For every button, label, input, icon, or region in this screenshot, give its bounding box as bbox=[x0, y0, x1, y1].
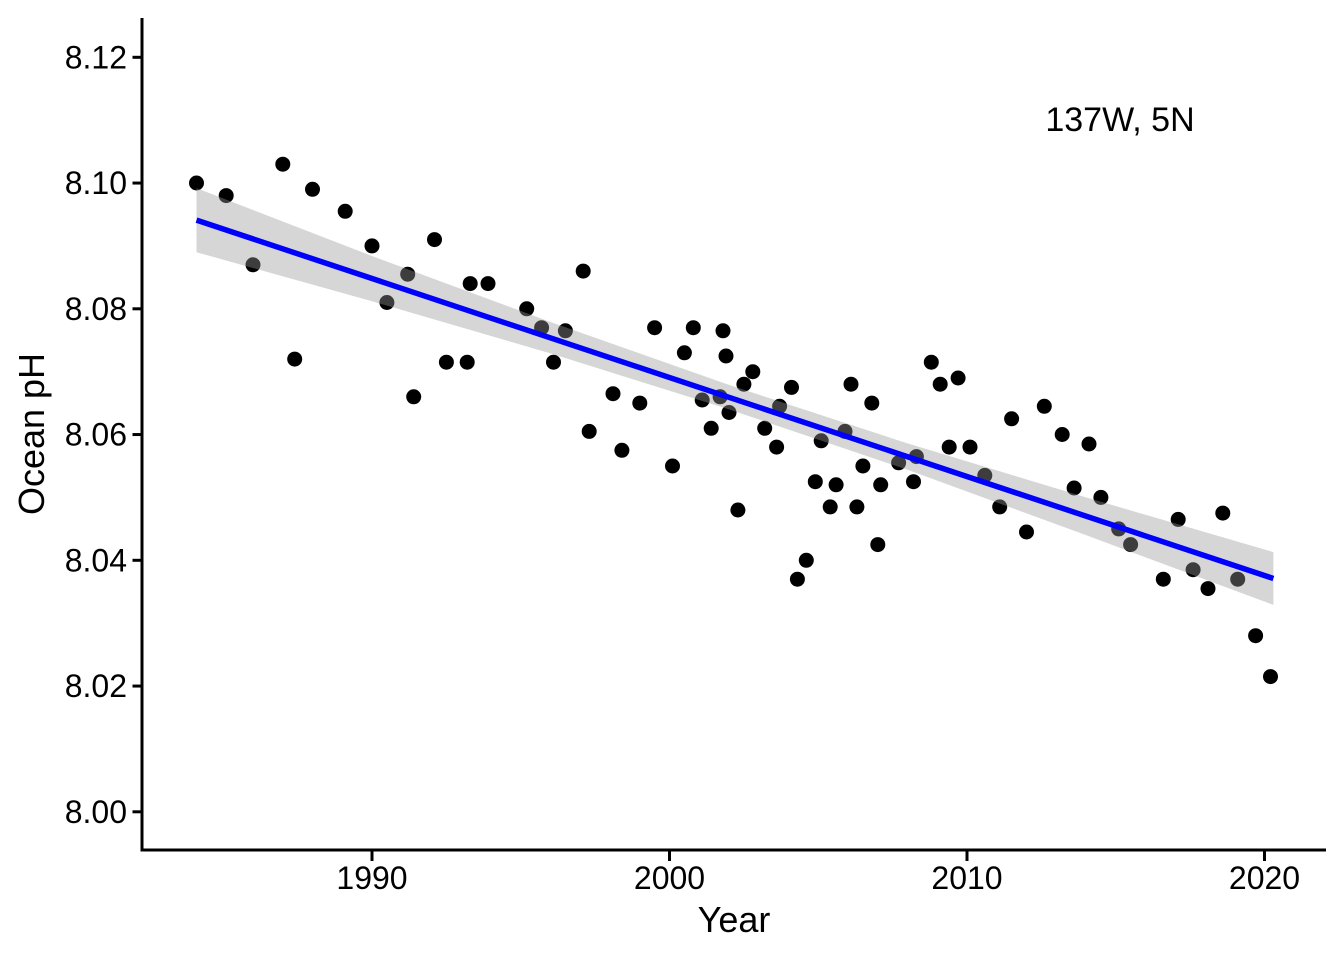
x-tick-label: 1990 bbox=[336, 860, 407, 896]
data-point bbox=[305, 181, 320, 197]
y-tick-label: 8.08 bbox=[65, 291, 127, 327]
data-point bbox=[189, 175, 204, 191]
data-point bbox=[1263, 669, 1278, 685]
data-point bbox=[1081, 436, 1097, 452]
y-tick-label: 8.00 bbox=[65, 794, 127, 830]
data-point bbox=[480, 276, 496, 292]
data-point bbox=[364, 238, 380, 254]
data-point bbox=[784, 379, 799, 395]
data-point bbox=[1036, 398, 1052, 414]
data-point bbox=[1185, 562, 1201, 578]
y-tick-label: 8.12 bbox=[65, 39, 127, 75]
data-point bbox=[1230, 571, 1246, 587]
x-tick-label: 2020 bbox=[1229, 860, 1300, 896]
data-point bbox=[932, 376, 948, 392]
y-axis-title: Ocean pH bbox=[11, 353, 52, 515]
data-point bbox=[1155, 571, 1171, 587]
y-tick-label: 8.10 bbox=[65, 165, 127, 201]
data-point bbox=[950, 370, 966, 386]
data-point bbox=[557, 323, 573, 339]
data-point bbox=[581, 423, 597, 439]
data-point bbox=[275, 156, 291, 172]
data-point bbox=[647, 320, 663, 336]
x-tick-label: 2000 bbox=[634, 860, 705, 896]
data-point bbox=[730, 502, 746, 518]
data-point bbox=[287, 351, 303, 367]
data-point bbox=[822, 499, 838, 515]
data-point bbox=[789, 571, 805, 587]
data-point bbox=[427, 232, 442, 248]
data-point bbox=[703, 420, 719, 436]
data-point bbox=[605, 386, 621, 402]
data-point bbox=[406, 389, 422, 405]
station-annotation: 137W, 5N bbox=[1045, 101, 1194, 139]
data-point bbox=[891, 455, 907, 471]
data-point bbox=[1248, 628, 1264, 644]
data-point bbox=[941, 439, 957, 455]
data-point bbox=[757, 420, 773, 436]
data-point bbox=[459, 354, 475, 370]
data-point bbox=[1054, 427, 1070, 442]
data-point bbox=[715, 323, 731, 339]
trend-line bbox=[195, 217, 1275, 582]
data-point bbox=[906, 474, 921, 490]
data-point bbox=[379, 295, 395, 310]
y-tick-label: 8.06 bbox=[65, 417, 127, 453]
y-tick-label: 8.02 bbox=[65, 668, 127, 704]
data-point bbox=[519, 301, 535, 317]
data-point bbox=[923, 354, 939, 370]
data-point bbox=[400, 266, 416, 282]
data-point bbox=[1200, 581, 1216, 597]
x-axis-ticks: 1990 2000 2010 2020 bbox=[336, 851, 1300, 896]
data-point bbox=[807, 474, 823, 490]
x-axis: 1990 2000 2010 2020 bbox=[140, 848, 1326, 896]
data-point bbox=[438, 354, 454, 370]
data-point bbox=[546, 354, 561, 370]
data-point bbox=[575, 263, 591, 279]
data-point bbox=[694, 392, 710, 408]
data-point bbox=[1019, 524, 1034, 540]
data-point bbox=[1215, 505, 1231, 521]
y-axis: 8.12 8.10 8.08 8.06 8.04 8.02 8.00 bbox=[65, 18, 144, 852]
data-point bbox=[218, 188, 234, 204]
x-tick-label: 2010 bbox=[931, 860, 1002, 896]
data-point bbox=[873, 477, 889, 493]
data-point bbox=[736, 376, 752, 392]
scatter-points-layer bbox=[189, 156, 1278, 685]
data-point bbox=[721, 405, 737, 420]
data-point bbox=[992, 499, 1008, 515]
data-point bbox=[843, 376, 859, 392]
data-point bbox=[813, 433, 829, 449]
data-point bbox=[685, 320, 701, 336]
data-point bbox=[462, 276, 478, 292]
y-axis-ticks: 8.12 8.10 8.08 8.06 8.04 8.02 8.00 bbox=[65, 39, 142, 830]
data-point bbox=[245, 257, 261, 273]
data-point bbox=[614, 442, 630, 458]
data-point bbox=[828, 477, 844, 493]
data-point bbox=[962, 439, 978, 455]
data-point bbox=[798, 552, 814, 568]
data-point bbox=[632, 395, 648, 411]
data-point bbox=[1004, 411, 1020, 427]
data-point bbox=[855, 458, 871, 474]
x-axis-title: Year bbox=[698, 899, 771, 940]
data-point bbox=[745, 364, 761, 380]
data-point bbox=[864, 395, 880, 411]
data-point bbox=[1170, 511, 1186, 527]
data-point bbox=[676, 345, 692, 361]
y-tick-label: 8.04 bbox=[65, 542, 127, 578]
data-point bbox=[718, 348, 734, 364]
data-point bbox=[769, 439, 785, 455]
data-point bbox=[870, 537, 886, 553]
data-point bbox=[1123, 537, 1139, 553]
data-point bbox=[1093, 489, 1109, 505]
data-point bbox=[337, 203, 353, 219]
data-point bbox=[1066, 480, 1082, 496]
data-point bbox=[849, 499, 865, 515]
data-point bbox=[665, 458, 680, 474]
